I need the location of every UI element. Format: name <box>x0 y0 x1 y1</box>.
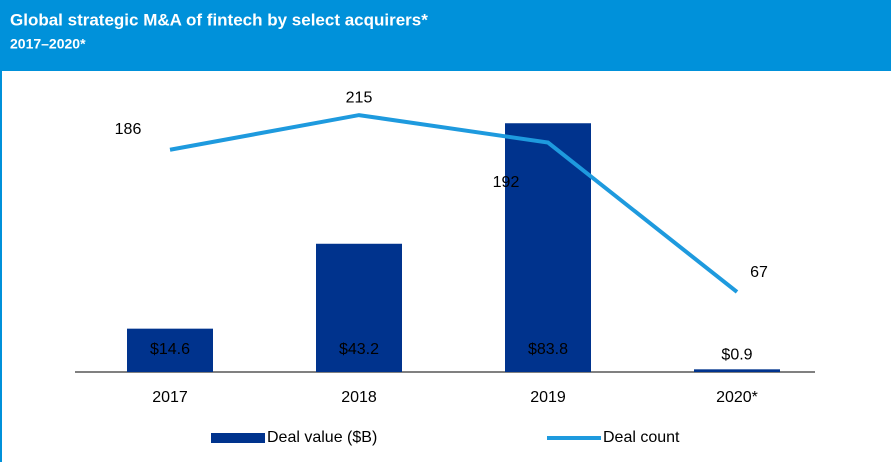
header-band <box>0 0 891 71</box>
legend-label: Deal value ($B) <box>267 429 377 446</box>
line-value-label: 215 <box>346 89 373 106</box>
x-tick-label: 2017 <box>152 389 188 406</box>
bar-value-label: $83.8 <box>528 341 568 358</box>
x-tick-label: 2020* <box>716 389 758 406</box>
bar-value-label: $43.2 <box>339 341 379 358</box>
bar <box>694 369 780 372</box>
x-tick-label: 2018 <box>341 389 377 406</box>
bar <box>505 123 591 373</box>
bar <box>316 243 402 372</box>
chart-title: Global strategic M&A of fintech by selec… <box>10 10 428 29</box>
line-value-label: 192 <box>493 174 520 191</box>
line-value-label: 67 <box>750 264 768 281</box>
bar <box>127 328 213 372</box>
chart-subtitle: 2017–2020* <box>10 36 86 52</box>
line-value-label: 186 <box>115 121 142 138</box>
legend-label: Deal count <box>603 429 680 446</box>
legend-swatch <box>211 433 265 443</box>
bar-value-label: $0.9 <box>721 347 752 364</box>
left-border <box>0 71 2 462</box>
line <box>169 113 739 294</box>
x-tick-label: 2019 <box>530 389 566 406</box>
bar-value-label: $14.6 <box>150 341 190 358</box>
